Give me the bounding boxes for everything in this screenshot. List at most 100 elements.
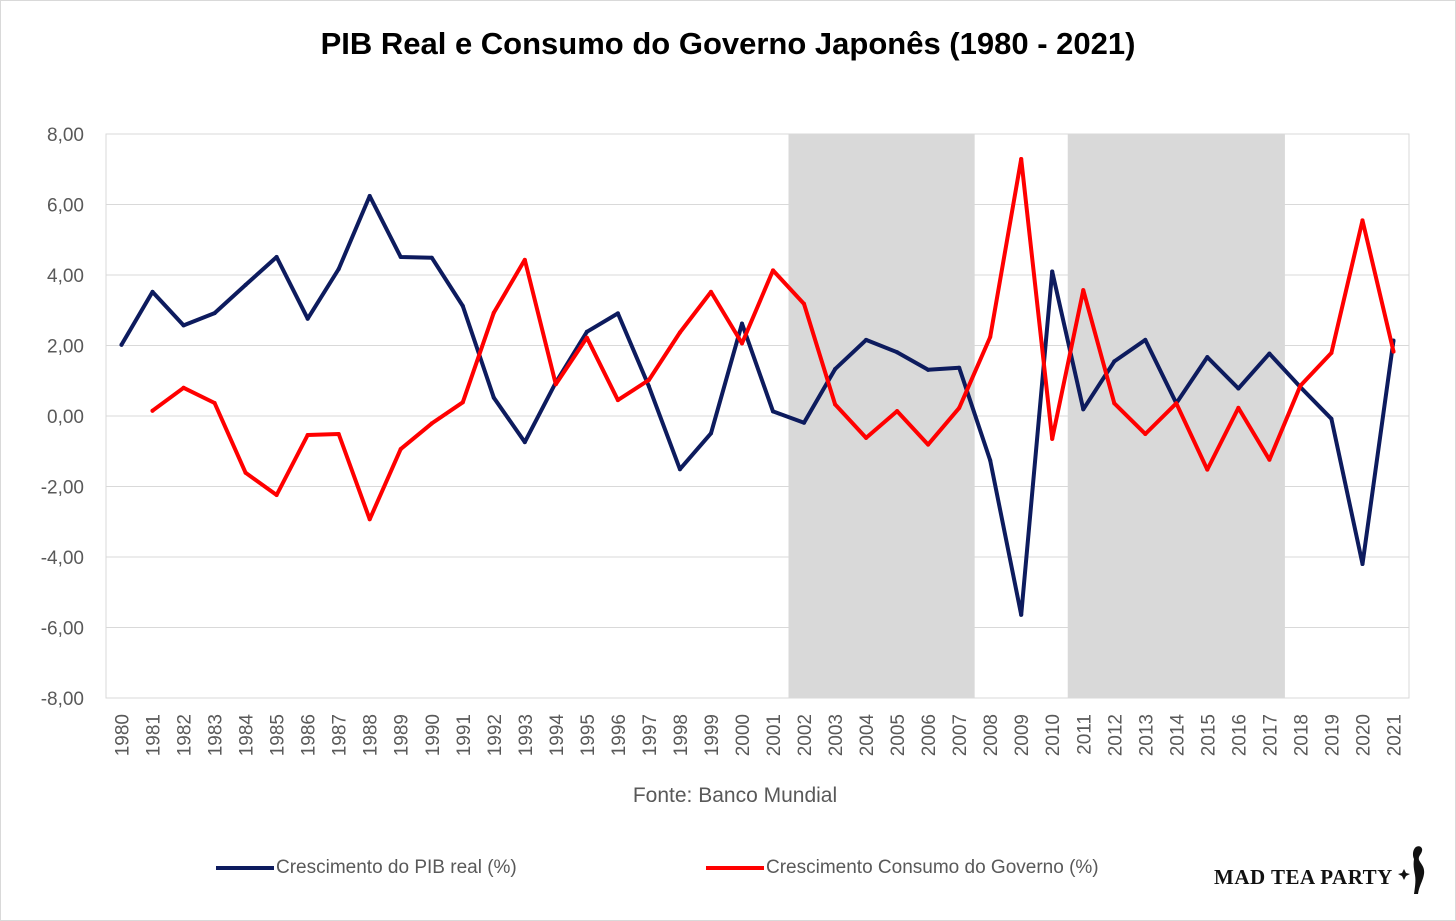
x-tick-label: 1985 [268, 714, 289, 756]
legend-label-gdp: Crescimento do PIB real (%) [276, 857, 517, 878]
data-point [1019, 157, 1024, 162]
data-point [1236, 386, 1241, 391]
data-point [1081, 288, 1086, 293]
data-point [150, 408, 155, 413]
data-point [1360, 218, 1365, 223]
x-tick-label: 2004 [857, 714, 878, 757]
x-tick-label: 2013 [1136, 714, 1157, 756]
x-tick-label: 2007 [950, 714, 971, 756]
x-tick-label: 2014 [1167, 714, 1188, 757]
data-point [429, 255, 434, 260]
data-point [802, 420, 807, 425]
x-tick-label: 2008 [981, 714, 1002, 756]
data-point [491, 310, 496, 315]
data-point [1050, 436, 1055, 441]
data-point [460, 304, 465, 309]
x-tick-label: 2000 [733, 714, 754, 756]
data-point [398, 255, 403, 260]
data-point [926, 442, 931, 447]
data-point [739, 321, 744, 326]
x-tick-label: 1987 [330, 714, 351, 756]
plot-area [105, 133, 1410, 699]
x-tick-label: 2001 [764, 714, 785, 756]
data-point [895, 350, 900, 355]
x-tick-label: 2010 [1043, 714, 1064, 756]
data-point [1236, 405, 1241, 410]
x-tick-label: 1995 [578, 714, 599, 756]
data-point [1050, 269, 1055, 274]
data-point [584, 329, 589, 334]
data-point [1298, 383, 1303, 388]
data-point [336, 431, 341, 436]
x-tick-label: 1990 [423, 714, 444, 756]
data-point [305, 433, 310, 438]
legend-item-gov: Crescimento Consumo do Governo (%) [706, 856, 1099, 880]
data-point [677, 467, 682, 472]
data-point [367, 194, 372, 199]
data-point [1081, 407, 1086, 412]
data-point [1391, 349, 1396, 354]
x-tick-label: 1986 [299, 714, 320, 756]
x-tick-label: 1988 [361, 714, 382, 756]
data-point [460, 400, 465, 405]
data-point [367, 517, 372, 522]
rabbit-icon [1397, 846, 1424, 894]
data-point [957, 365, 962, 370]
y-tick-label: -2,00 [41, 478, 84, 499]
x-tick-label: 1998 [671, 714, 692, 756]
data-point [615, 398, 620, 403]
x-tick-label: 1989 [392, 714, 413, 756]
data-point [429, 421, 434, 426]
x-tick-label: 1981 [144, 714, 165, 756]
data-point [274, 492, 279, 497]
data-point [336, 267, 341, 272]
data-point [274, 255, 279, 260]
data-point [212, 311, 217, 316]
data-point [646, 384, 651, 389]
data-point [864, 435, 869, 440]
x-tick-label: 2006 [919, 714, 940, 756]
brand-name: MAD TEA PARTY [1214, 864, 1393, 889]
source-note: Fonte: Banco Mundial [632, 784, 838, 807]
data-point [522, 257, 527, 262]
y-tick-label: 0,00 [47, 407, 84, 428]
x-tick-label: 2019 [1322, 714, 1343, 756]
data-point [1112, 401, 1117, 406]
series-line-gdp [119, 194, 1396, 617]
data-point [677, 330, 682, 335]
y-tick-label: -8,00 [41, 689, 84, 710]
legend-swatch-gov [706, 866, 764, 870]
data-point [1205, 355, 1210, 360]
data-point [864, 337, 869, 342]
y-tick-label: 8,00 [47, 125, 84, 146]
data-point [1112, 359, 1117, 364]
y-tick-label: 2,00 [47, 337, 84, 358]
x-tick-label: 2020 [1353, 714, 1374, 756]
brand-logo: MAD TEA PARTY [1214, 846, 1427, 899]
data-point [1205, 467, 1210, 472]
legend-item-gdp: Crescimento do PIB real (%) [216, 856, 517, 880]
data-point [305, 316, 310, 321]
data-point [802, 301, 807, 306]
chart-title: PIB Real e Consumo do Governo Japonês (1… [320, 26, 1136, 61]
data-point [553, 382, 558, 387]
x-tick-label: 1993 [516, 714, 537, 756]
data-point [1143, 337, 1148, 342]
data-point [988, 335, 993, 340]
x-tick-label: 2017 [1260, 714, 1281, 756]
data-point [1329, 416, 1334, 421]
x-tick-label: 1984 [237, 714, 258, 757]
y-tick-label: 6,00 [47, 196, 84, 217]
data-point [1329, 350, 1334, 355]
data-point [1143, 431, 1148, 436]
x-tick-label: 2021 [1384, 714, 1405, 756]
x-tick-label: 2003 [826, 714, 847, 756]
data-point [243, 470, 248, 475]
data-point [398, 447, 403, 452]
x-tick-label: 1997 [640, 714, 661, 756]
data-point [1019, 612, 1024, 617]
y-tick-label: 4,00 [47, 266, 84, 287]
data-point [150, 289, 155, 294]
x-tick-label: 1982 [175, 714, 196, 756]
